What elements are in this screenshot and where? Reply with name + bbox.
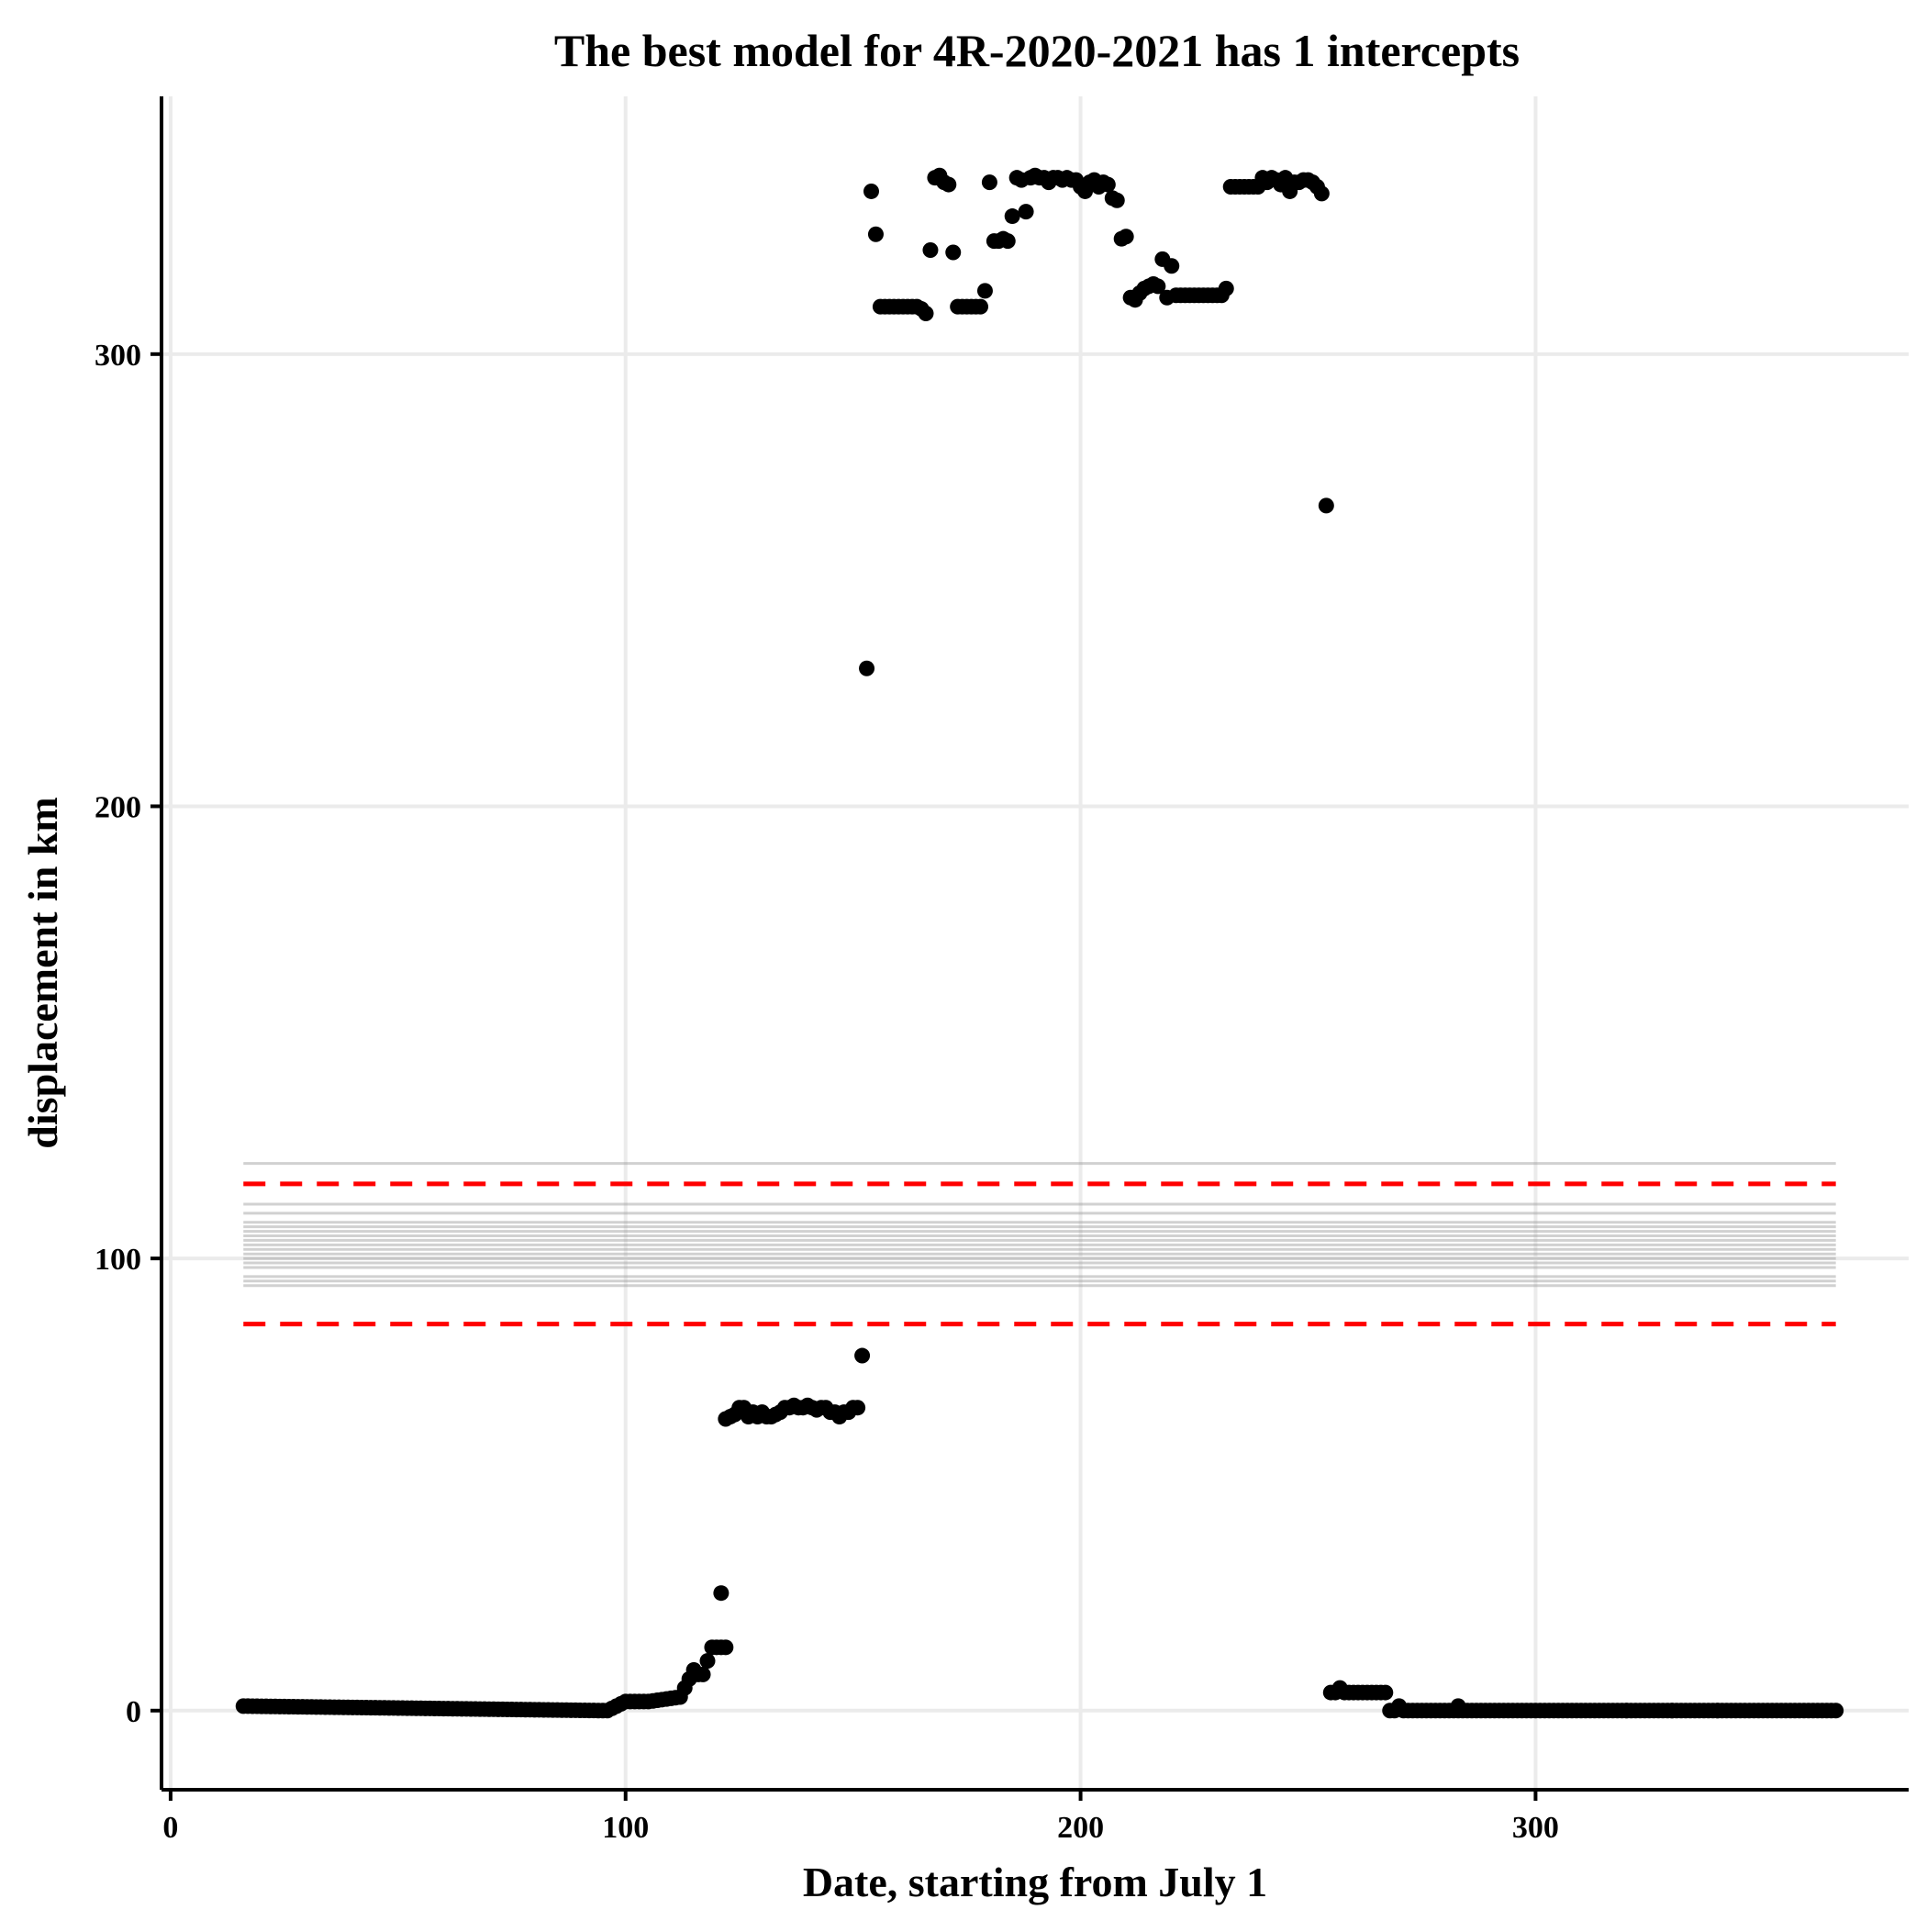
interval-lines-layer — [243, 1181, 1836, 1327]
data-point — [854, 1347, 871, 1364]
data-point — [1313, 185, 1330, 202]
data-point — [1099, 176, 1116, 193]
y-axis-title: displacement in km — [19, 797, 66, 1148]
x-tick-label: 200 — [1057, 1811, 1104, 1845]
grid-layer — [162, 96, 1909, 1790]
data-point — [918, 305, 934, 321]
data-point — [867, 226, 884, 242]
y-tick-label: 100 — [95, 1243, 141, 1277]
data-point — [859, 660, 875, 676]
data-point — [718, 1639, 734, 1656]
chart-title: The best model for 4R-2020-2021 has 1 in… — [554, 25, 1520, 76]
data-point — [863, 183, 879, 199]
axes-layer — [160, 96, 1909, 1792]
data-point — [713, 1585, 730, 1602]
data-point — [999, 233, 1016, 250]
x-axis-title: Date, starting from July 1 — [803, 1859, 1267, 1905]
data-point — [1828, 1703, 1844, 1719]
x-tick-label: 100 — [602, 1811, 649, 1845]
data-point — [945, 244, 962, 261]
data-point — [973, 298, 988, 315]
data-point — [1018, 204, 1034, 220]
data-point — [1118, 229, 1134, 245]
y-tick-label: 0 — [126, 1695, 141, 1729]
x-tick-label: 0 — [162, 1811, 178, 1845]
data-point — [1218, 280, 1234, 296]
y-tick-label: 300 — [95, 339, 141, 373]
data-point — [922, 242, 939, 259]
data-point — [941, 176, 957, 193]
x-tick-label: 300 — [1512, 1811, 1559, 1845]
data-point — [699, 1653, 716, 1670]
data-point — [1318, 497, 1334, 514]
data-point — [981, 174, 997, 191]
data-point — [1164, 258, 1180, 274]
tick-layer: 0 100 200 300 0 100 200 300 — [95, 339, 1559, 1845]
data-point — [1004, 208, 1020, 225]
y-tick-label: 200 — [95, 790, 141, 824]
data-point — [695, 1666, 711, 1682]
data-point — [1108, 192, 1125, 208]
data-point — [1150, 278, 1166, 295]
data-points-layer — [235, 167, 1844, 1719]
data-point — [850, 1400, 866, 1416]
model-lines-layer — [243, 1162, 1836, 1288]
data-point — [976, 283, 993, 299]
data-point — [1377, 1684, 1394, 1701]
